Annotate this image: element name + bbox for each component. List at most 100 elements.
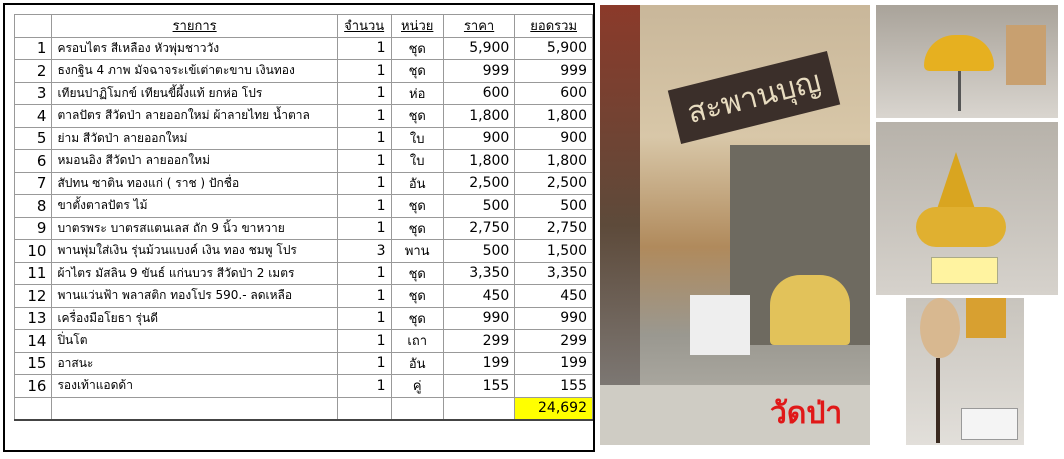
row-index: 15 xyxy=(13,351,53,375)
item-name: สัปทน ซาติน ทองแก่ ( ราช ) ปักชื่อ xyxy=(51,171,338,195)
table-row: 4 ตาลปัตร สีวัดป่า ลายออกใหม่ ผ้าลายไทย น… xyxy=(13,104,593,128)
row-index: 8 xyxy=(13,194,53,218)
item-name: ปิ่นโต xyxy=(51,329,338,353)
item-name: เทียนปาฏิโมกข์ เทียนขี้ผึ้งแท้ ยกห่อ โปร xyxy=(51,81,338,105)
line-total: 3,350 xyxy=(514,261,593,285)
row-index: 5 xyxy=(13,126,53,150)
item-name: พานพุ่มใส่เงิน รุ่นม้วนแบงค์ เงิน ทอง ชม… xyxy=(51,239,338,263)
quantity: 1 xyxy=(336,104,392,128)
item-name: ย่าม สีวัดป่า ลายออกใหม่ xyxy=(51,126,338,150)
item-name: หมอนอิง สีวัดป่า ลายออกใหม่ xyxy=(51,149,338,173)
price: 500 xyxy=(442,239,516,263)
item-name: เครื่องมือโยธา รุ่นดี xyxy=(51,306,338,330)
table-row: 13 เครื่องมือโยธา รุ่นดี 1 ชุด 990 990 xyxy=(13,306,593,330)
quantity: 1 xyxy=(336,284,392,308)
quantity: 1 xyxy=(336,171,392,195)
table-row: 3 เทียนปาฏิโมกข์ เทียนขี้ผึ้งแท้ ยกห่อ โป… xyxy=(13,81,593,105)
table-row: 12 พานแว่นฟ้า พลาสติก ทองโปร 590.- ลดเหลื… xyxy=(13,284,593,308)
price: 299 xyxy=(442,329,516,353)
row-index: 11 xyxy=(13,261,53,285)
empty-cell xyxy=(390,396,444,421)
quantity: 1 xyxy=(336,351,392,375)
table-row: 6 หมอนอิง สีวัดป่า ลายออกใหม่ 1 ใบ 1,800 1,80… xyxy=(13,149,593,173)
quantity: 1 xyxy=(336,194,392,218)
unit: คู่ xyxy=(390,374,444,398)
line-total: 600 xyxy=(514,81,593,105)
talapat-photo xyxy=(906,298,1024,445)
header-index xyxy=(13,14,53,38)
header-item: รายการ xyxy=(51,14,338,38)
storefront-photo: สะพานบุญ วัดป่า xyxy=(600,5,870,445)
quantity: 1 xyxy=(336,149,392,173)
table-row: 8 ขาตั้งตาลปัตร ไม้ 1 ชุด 500 500 xyxy=(13,194,593,218)
unit: ชุด xyxy=(390,284,444,308)
order-table-panel: รายการ จำนวน หน่วย ราคา ยอดรวม 1 ครอบไตร … xyxy=(3,3,595,452)
line-total: 5,900 xyxy=(514,36,593,60)
item-name: อาสนะ xyxy=(51,351,338,375)
table-row: 10 พานพุ่มใส่เงิน รุ่นม้วนแบงค์ เงิน ทอง … xyxy=(13,239,593,263)
line-total: 1,800 xyxy=(514,104,593,128)
row-index: 14 xyxy=(13,329,53,353)
header-qty: จำนวน xyxy=(336,14,392,38)
price: 600 xyxy=(442,81,516,105)
quantity: 1 xyxy=(336,126,392,150)
price: 1,800 xyxy=(442,104,516,128)
order-table: รายการ จำนวน หน่วย ราคา ยอดรวม 1 ครอบไตร … xyxy=(13,14,593,421)
row-index: 3 xyxy=(13,81,53,105)
unit: ชุด xyxy=(390,104,444,128)
table-row: 16 รองเท้าแอดด้า 1 คู่ 155 155 xyxy=(13,374,593,398)
price: 2,750 xyxy=(442,216,516,240)
price: 999 xyxy=(442,59,516,83)
price: 5,900 xyxy=(442,36,516,60)
item-name: พานแว่นฟ้า พลาสติก ทองโปร 590.- ลดเหลือ xyxy=(51,284,338,308)
quantity: 1 xyxy=(336,329,392,353)
item-name: ครอบไตร สีเหลือง หัวพุ่มชาววัง xyxy=(51,36,338,60)
quantity: 1 xyxy=(336,261,392,285)
header-total: ยอดรวม xyxy=(514,14,593,38)
item-name: ผ้าไตร มัสลิน 9 ขันธ์ แก่นบวร สีวัดป่า 2… xyxy=(51,261,338,285)
table-header-row: รายการ จำนวน หน่วย ราคา ยอดรวม xyxy=(13,14,593,38)
row-index: 1 xyxy=(13,36,53,60)
line-total: 990 xyxy=(514,306,593,330)
line-total: 1,500 xyxy=(514,239,593,263)
unit: ชุด xyxy=(390,36,444,60)
umbrella-photo xyxy=(876,5,1058,118)
line-total: 900 xyxy=(514,126,593,150)
price: 1,800 xyxy=(442,149,516,173)
row-index: 6 xyxy=(13,149,53,173)
phan-phum-photo xyxy=(876,122,1058,295)
quantity: 3 xyxy=(336,239,392,263)
table-row: 2 ธงกฐิน 4 ภาพ มัจฉาจระเข้เต่าตะขาบ เงินท… xyxy=(13,59,593,83)
item-name: รองเท้าแอดด้า xyxy=(51,374,338,398)
unit: ชุด xyxy=(390,194,444,218)
unit: ใบ xyxy=(390,126,444,150)
price: 2,500 xyxy=(442,171,516,195)
price: 155 xyxy=(442,374,516,398)
line-total: 1,800 xyxy=(514,149,593,173)
quantity: 1 xyxy=(336,59,392,83)
header-price: ราคา xyxy=(442,14,516,38)
row-index: 16 xyxy=(13,374,53,398)
price: 500 xyxy=(442,194,516,218)
line-total: 155 xyxy=(514,374,593,398)
price: 199 xyxy=(442,351,516,375)
row-index: 9 xyxy=(13,216,53,240)
row-index: 13 xyxy=(13,306,53,330)
quantity: 1 xyxy=(336,81,392,105)
line-total: 2,750 xyxy=(514,216,593,240)
line-total: 450 xyxy=(514,284,593,308)
unit: อัน xyxy=(390,351,444,375)
unit: อัน xyxy=(390,171,444,195)
row-index: 12 xyxy=(13,284,53,308)
row-index: 4 xyxy=(13,104,53,128)
price: 450 xyxy=(442,284,516,308)
unit: ห่อ xyxy=(390,81,444,105)
item-name: ธงกฐิน 4 ภาพ มัจฉาจระเข้เต่าตะขาบ เงินทอ… xyxy=(51,59,338,83)
empty-cell xyxy=(336,396,392,421)
unit: เถา xyxy=(390,329,444,353)
price: 990 xyxy=(442,306,516,330)
grand-total: 24,692 xyxy=(514,396,593,421)
line-total: 999 xyxy=(514,59,593,83)
line-total: 500 xyxy=(514,194,593,218)
price: 3,350 xyxy=(442,261,516,285)
